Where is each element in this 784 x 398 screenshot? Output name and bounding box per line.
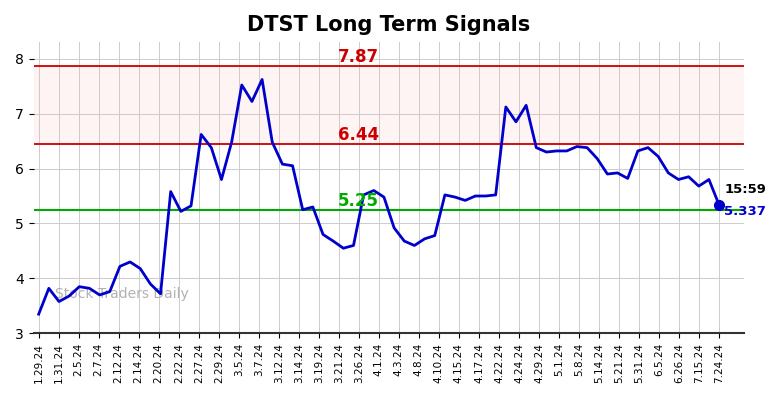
Text: 6.44: 6.44 (338, 127, 379, 144)
Text: Stock Traders Daily: Stock Traders Daily (55, 287, 189, 301)
Text: 5.25: 5.25 (338, 192, 379, 210)
Title: DTST Long Term Signals: DTST Long Term Signals (248, 15, 531, 35)
Text: 7.87: 7.87 (338, 48, 379, 66)
Text: 15:59: 15:59 (724, 183, 766, 196)
Text: 5.337: 5.337 (724, 205, 766, 218)
Bar (34, 66, 745, 144)
